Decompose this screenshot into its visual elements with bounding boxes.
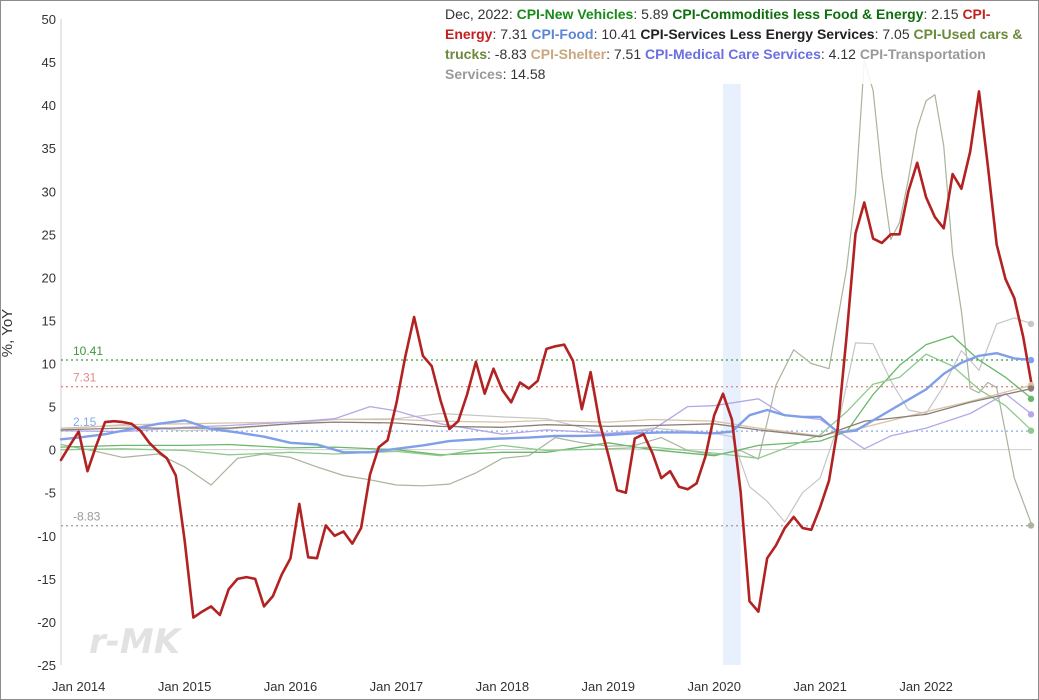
x-tick-label: Jan 2019 bbox=[582, 679, 636, 694]
x-tick-label: Jan 2018 bbox=[476, 679, 530, 694]
x-tick-label: Jan 2017 bbox=[370, 679, 424, 694]
x-tick-label: Jan 2020 bbox=[687, 679, 741, 694]
series-end-marker bbox=[1027, 395, 1035, 403]
y-tick-label: -10 bbox=[37, 529, 56, 544]
series-end-marker bbox=[1027, 427, 1035, 434]
y-tick-label: 45 bbox=[42, 55, 56, 70]
series-end-marker bbox=[1027, 522, 1035, 529]
y-tick-label: 40 bbox=[42, 98, 56, 113]
series-line-cpi-commodities-less-food-energy bbox=[60, 353, 1033, 459]
y-tick-label: -20 bbox=[37, 615, 56, 630]
series-line-cpi-services-less-energy-services bbox=[60, 387, 1033, 438]
series-line-cpi-food bbox=[59, 352, 1034, 454]
reference-label: -8.83 bbox=[73, 510, 101, 524]
legend-series-value: : 7.31 bbox=[492, 26, 532, 42]
legend-items: CPI-New Vehicles: 5.89 CPI-Commodities l… bbox=[445, 6, 1022, 82]
legend-entry: CPI-Commodities less Food & Energy: 2.15 bbox=[672, 6, 962, 22]
legend-series-name: CPI-Used cars & trucks bbox=[445, 26, 1023, 62]
reference-line-layer: 10.41 7.31 2.15 -8.83 bbox=[61, 344, 1032, 527]
series-layer bbox=[59, 59, 1034, 619]
legend-entry: CPI-Energy: 7.31 bbox=[445, 6, 990, 42]
series-line-cpi-medical-care-services bbox=[60, 393, 1033, 450]
legend-series-name: CPI-Shelter bbox=[530, 46, 607, 62]
y-axis-label: %, YoY bbox=[0, 308, 16, 358]
series-line-cpi-shelter bbox=[60, 384, 1033, 437]
y-tick-label: -5 bbox=[44, 486, 56, 501]
legend: Dec, 2022: CPI-New Vehicles: 5.89 CPI-Co… bbox=[445, 4, 1035, 84]
legend-series-value: : -8.83 bbox=[487, 46, 531, 62]
legend-series-name: CPI-Food bbox=[531, 26, 594, 42]
series-end-marker bbox=[1027, 356, 1035, 364]
legend-series-value: : 5.89 bbox=[633, 6, 673, 22]
series-end-marker bbox=[1027, 411, 1035, 418]
legend-series-name: CPI-Services Less Energy Services bbox=[640, 26, 875, 42]
watermark: r-MK bbox=[89, 622, 183, 662]
legend-series-name: CPI-Commodities less Food & Energy bbox=[672, 6, 924, 22]
legend-series-value: : 10.41 bbox=[593, 26, 641, 42]
y-tick-label: 5 bbox=[49, 400, 56, 415]
legend-series-value: : 4.12 bbox=[820, 46, 860, 62]
legend-colon: : bbox=[508, 6, 517, 22]
legend-series-value: : 7.51 bbox=[606, 46, 646, 62]
x-tick-label: Jan 2015 bbox=[158, 679, 212, 694]
legend-series-name: CPI-Energy bbox=[445, 6, 991, 42]
series-line-cpi-energy bbox=[59, 90, 1034, 619]
legend-entry: CPI-New Vehicles: 5.89 bbox=[517, 6, 673, 22]
series-line-cpi-used-cars-trucks bbox=[60, 59, 1033, 527]
legend-entry: CPI-Transportation Services: 14.58 bbox=[445, 46, 986, 82]
legend-entry: CPI-Medical Care Services: 4.12 bbox=[645, 46, 860, 62]
y-tick-label: 25 bbox=[42, 227, 56, 242]
legend-entry: CPI-Shelter: 7.51 bbox=[531, 46, 645, 62]
y-tick-label: -25 bbox=[37, 658, 56, 673]
series-end-marker bbox=[1027, 385, 1035, 392]
tick-label-layer: -25 -20 -15 -10 -5 0 5 10 15 20 25 30 35 40 45 50 Jan 20… bbox=[37, 12, 953, 694]
y-tick-label: 50 bbox=[42, 12, 56, 27]
reference-label: 7.31 bbox=[73, 371, 97, 385]
reference-label: 10.41 bbox=[73, 344, 103, 358]
grid-layer bbox=[60, 19, 1032, 665]
y-tick-label: 10 bbox=[42, 357, 56, 372]
legend-date: Dec, 2022 bbox=[445, 6, 509, 22]
legend-series-name: CPI-New Vehicles bbox=[516, 6, 634, 22]
x-tick-label: Jan 2022 bbox=[899, 679, 953, 694]
reference-label: 2.15 bbox=[73, 415, 97, 429]
y-tick-label: 35 bbox=[42, 141, 56, 156]
y-tick-label: 15 bbox=[42, 313, 56, 328]
legend-series-name: CPI-Medical Care Services bbox=[645, 46, 821, 62]
series-end-marker bbox=[1027, 320, 1035, 328]
x-tick-label: Jan 2021 bbox=[793, 679, 847, 694]
legend-series-value: : 2.15 bbox=[923, 6, 963, 22]
x-tick-label: Jan 2014 bbox=[52, 679, 106, 694]
y-tick-label: 0 bbox=[49, 443, 56, 458]
legend-series-value: : 7.05 bbox=[874, 26, 914, 42]
recession-band-layer bbox=[723, 81, 741, 665]
recession-band bbox=[723, 81, 741, 665]
legend-series-name: CPI-Transportation Services bbox=[445, 46, 986, 82]
legend-entry: CPI-Food: 10.41 bbox=[531, 26, 640, 42]
x-tick-label: Jan 2016 bbox=[264, 679, 318, 694]
y-tick-label: 20 bbox=[42, 270, 56, 285]
series-line-cpi-new-vehicles bbox=[60, 335, 1033, 457]
legend-entry: CPI-Services Less Energy Services: 7.05 bbox=[640, 26, 913, 42]
y-tick-label: -15 bbox=[37, 572, 56, 587]
legend-series-value: : 14.58 bbox=[502, 66, 546, 82]
end-marker-layer bbox=[1027, 320, 1035, 529]
legend-entry: CPI-Used cars & trucks: -8.83 bbox=[445, 26, 1022, 62]
y-tick-label: 30 bbox=[42, 184, 56, 199]
